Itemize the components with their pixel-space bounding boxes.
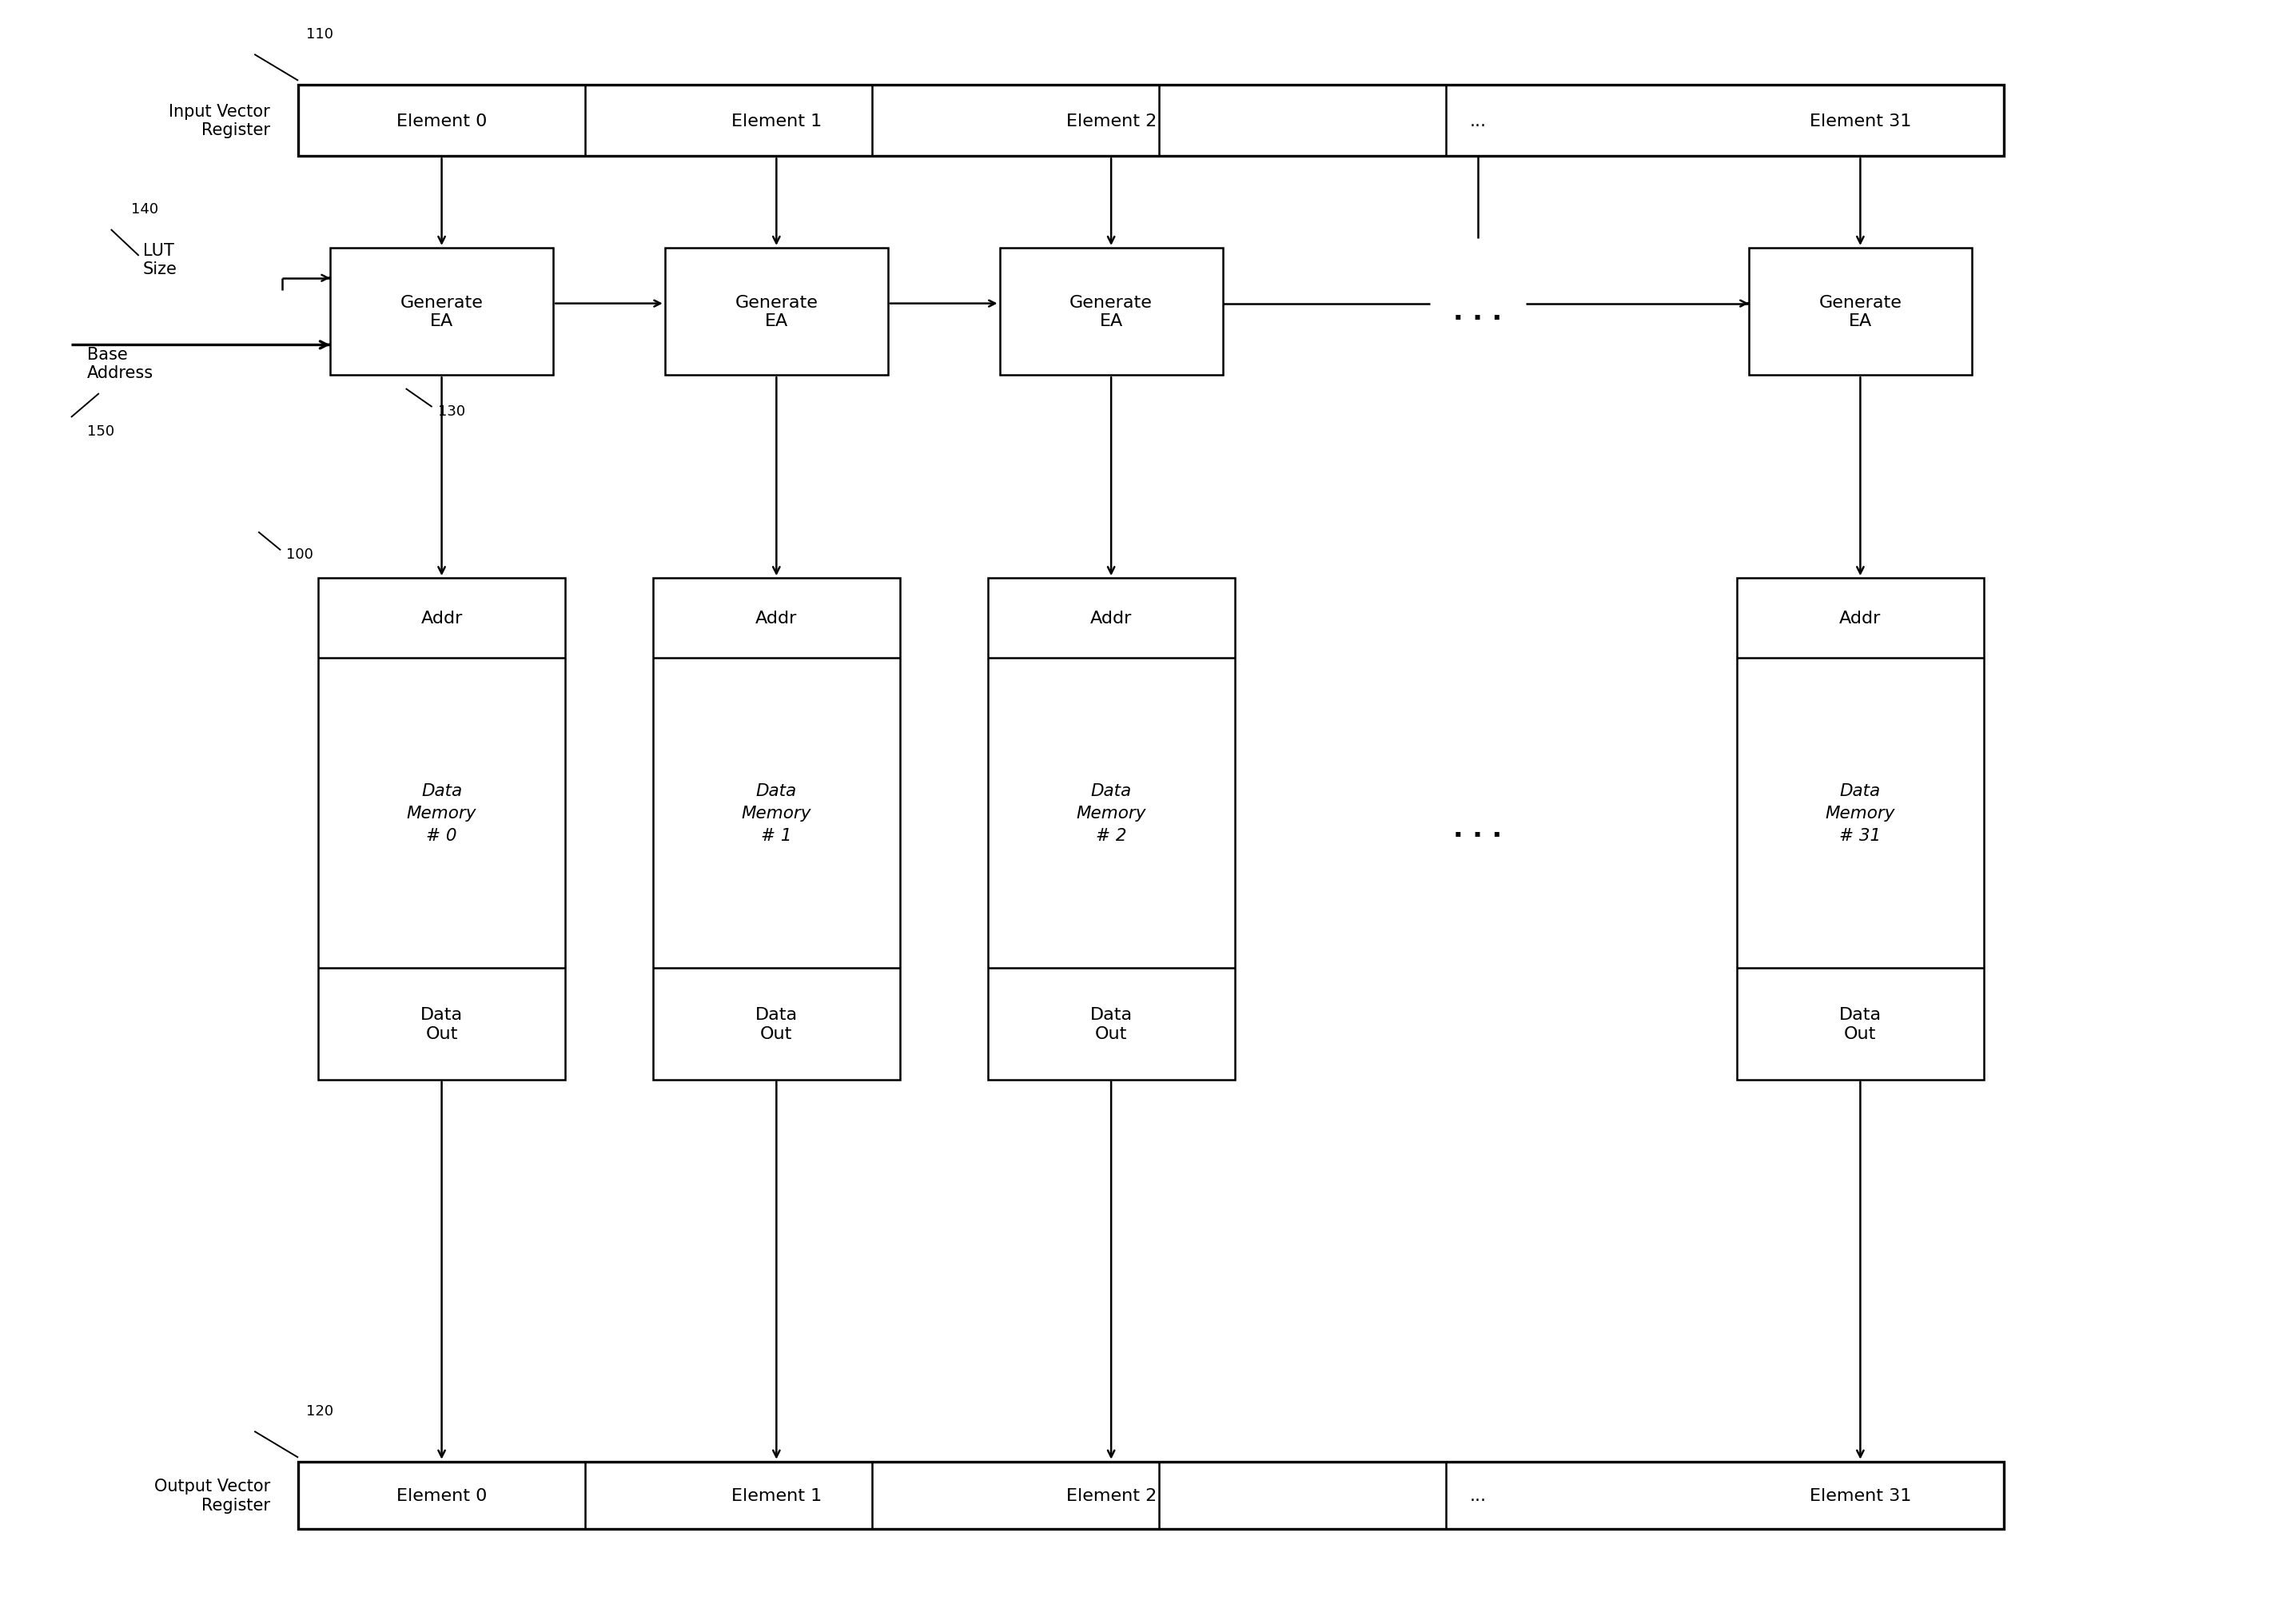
Bar (1000, 248, 1223, 375)
Text: Addr: Addr (755, 611, 798, 627)
Text: Element 0: Element 0 (397, 114, 486, 128)
Bar (1737, 578, 1984, 1080)
Text: Element 31: Element 31 (1810, 1488, 1911, 1504)
Text: Element 31: Element 31 (1810, 114, 1911, 128)
Text: 140: 140 (131, 201, 158, 216)
Text: Data
Out: Data Out (420, 1007, 463, 1041)
Bar (330, 248, 553, 375)
Text: Addr: Addr (1840, 611, 1881, 627)
Text: Data
Memory
# 1: Data Memory # 1 (741, 783, 812, 843)
Text: Addr: Addr (1090, 611, 1131, 627)
Text: Element 2: Element 2 (1067, 114, 1156, 128)
Text: 150: 150 (87, 424, 115, 438)
Bar (989, 578, 1234, 1080)
Text: ...: ... (1470, 114, 1487, 128)
Text: Element 2: Element 2 (1067, 1488, 1156, 1504)
Text: Data
Memory
# 0: Data Memory # 0 (406, 783, 477, 843)
Text: Data
Out: Data Out (1840, 1007, 1881, 1041)
Text: LUT
Size: LUT Size (142, 244, 177, 278)
Text: Generate
EA: Generate EA (734, 294, 819, 330)
Text: . . .: . . . (1454, 299, 1503, 325)
Text: Data
Out: Data Out (1090, 1007, 1133, 1041)
Text: ...: ... (1470, 1488, 1487, 1504)
Bar (319, 578, 564, 1080)
Bar (654, 578, 899, 1080)
Text: Element 0: Element 0 (397, 1488, 486, 1504)
Bar (298, 1462, 2003, 1530)
Text: Generate
EA: Generate EA (1069, 294, 1152, 330)
Text: Data
Memory
# 2: Data Memory # 2 (1076, 783, 1147, 843)
Text: Output Vector
Register: Output Vector Register (154, 1478, 271, 1512)
Text: Element 1: Element 1 (732, 114, 821, 128)
Text: . . .: . . . (1454, 815, 1503, 843)
Text: Generate
EA: Generate EA (1819, 294, 1902, 330)
Text: 100: 100 (287, 547, 314, 562)
Text: Base
Address: Base Address (87, 346, 154, 382)
Text: Input Vector
Register: Input Vector Register (170, 104, 271, 138)
Text: Data
Memory
# 31: Data Memory # 31 (1826, 783, 1895, 843)
Text: Addr: Addr (420, 611, 463, 627)
Bar (1748, 248, 1973, 375)
Text: Element 1: Element 1 (732, 1488, 821, 1504)
Bar (665, 248, 888, 375)
Text: 130: 130 (438, 404, 466, 419)
Text: 110: 110 (305, 28, 333, 42)
Bar (298, 86, 2003, 158)
Text: 120: 120 (305, 1403, 333, 1418)
Text: Generate
EA: Generate EA (399, 294, 484, 330)
Text: Data
Out: Data Out (755, 1007, 798, 1041)
